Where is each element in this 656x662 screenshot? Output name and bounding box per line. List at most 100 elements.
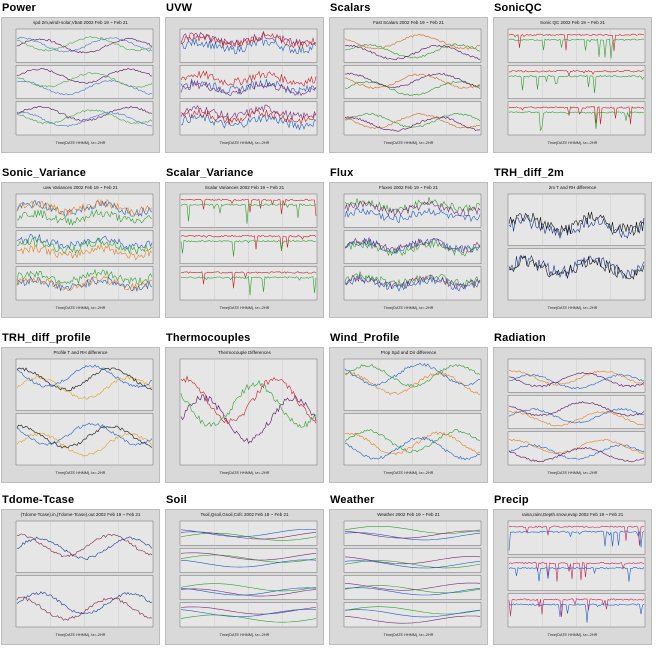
thumbnail-thermocouples[interactable]: Thermocouples Thermocouple Differences Tim…	[164, 332, 326, 496]
series-line	[16, 432, 153, 457]
plot-title: Fast Scalars 2002 Feb 19 ~ Feb 21	[373, 20, 444, 25]
thumbnail-precip[interactable]: Precip raina,rainr,Depth.snow,evap 2002 F…	[492, 494, 654, 658]
thumbnail-title[interactable]: SonicQC	[494, 2, 542, 14]
series-line	[180, 108, 317, 126]
thumbnail-uvw[interactable]: UVW Time(DATE HHMM), tz=-2HR	[164, 2, 326, 166]
series-line	[508, 525, 645, 546]
plot-image[interactable]: Profile T and RH difference Time(DATE HHM…	[1, 347, 160, 483]
axis-footer: Time(DATE HHMM), tz=-2HR	[219, 471, 270, 475]
thumbnail-sonicqc[interactable]: SonicQC Sonic QC 2002 Feb 19 ~ Feb 21 Time…	[492, 2, 654, 166]
plot-title: Scalar Variances 2002 Feb 19 ~ Feb 21	[204, 185, 285, 190]
thumbnail-tdome_tcase[interactable]: Tdome-Tcase (Tdome-Tcase).in,(Tdome-Tcase…	[0, 494, 162, 658]
axis-footer: Time(DATE HHMM), tz=-2HR	[383, 306, 434, 310]
plot-image[interactable]: Thermocouple Differences Time(DATE HHMM),…	[165, 347, 324, 483]
thumbnail-trh_diff_profile[interactable]: TRH_diff_profile Profile T and RH differe…	[0, 332, 162, 496]
series-line	[180, 104, 317, 122]
thumbnail-wind_profile[interactable]: Wind_Profile Prop Spd and Dir difference T…	[328, 332, 490, 496]
plot-image[interactable]: Time(DATE HHMM), tz=-2HR	[493, 347, 652, 483]
plot-title: raina,rainr,Depth.snow,evap 2002 Feb 19 …	[521, 512, 624, 517]
thumbnail-title[interactable]: TRH_diff_profile	[2, 332, 91, 344]
plot-image[interactable]: Time(DATE HHMM), tz=-2HR	[165, 17, 324, 153]
plot-image[interactable]: spd 2m,wind+solar,Vbatt 2002 Feb 19 ~ Fe…	[1, 17, 160, 153]
thumbnail-title[interactable]: Wind_Profile	[330, 332, 400, 344]
axis-footer: Time(DATE HHMM), tz=-2HR	[55, 141, 106, 145]
series-line	[180, 31, 317, 50]
thumbnail-title[interactable]: Scalar_Variance	[166, 167, 254, 179]
series-line	[180, 529, 317, 538]
thumbnail-soil[interactable]: Soil Tsoil,Qsoil,Gsoil,Csfc 2002 Feb 19 ~…	[164, 494, 326, 658]
series-line	[16, 209, 153, 226]
plot-title: uvw Variances 2002 Feb 19 ~ Feb 21	[43, 185, 118, 190]
series-line	[16, 275, 153, 291]
series-line	[16, 109, 153, 125]
thumbnail-title[interactable]: Flux	[330, 167, 354, 179]
thumbnail-weather[interactable]: Weather Weather 2002 Feb 19 ~ Feb 21 Time(…	[328, 494, 490, 658]
series-line	[508, 561, 645, 582]
thumbnail-title[interactable]: Precip	[494, 494, 529, 506]
thumbnail-title[interactable]: Power	[2, 2, 37, 14]
plot-panels	[15, 193, 154, 301]
plot-image[interactable]: Sonic QC 2002 Feb 19 ~ Feb 21 Time(DATE H…	[493, 17, 652, 153]
series-line	[180, 70, 317, 87]
series-line	[344, 271, 481, 288]
series-line	[508, 566, 645, 582]
series-line	[508, 33, 645, 52]
series-line	[508, 211, 645, 236]
plot-image[interactable]: uvw Variances 2002 Feb 19 ~ Feb 21 Time(D…	[1, 182, 160, 318]
series-line	[180, 532, 317, 541]
series-line	[344, 530, 481, 539]
series-line	[508, 106, 645, 125]
axis-footer: Time(DATE HHMM), tz=-2HR	[383, 633, 434, 637]
series-line	[16, 364, 153, 389]
thumbnail-title[interactable]: UVW	[166, 2, 193, 14]
plot-image[interactable]: Weather 2002 Feb 19 ~ Feb 21 Time(DATE HH…	[329, 509, 488, 645]
plot-image[interactable]: Prop Spd and Dir difference Time(DATE HHM…	[329, 347, 488, 483]
plot-image[interactable]: Fast Scalars 2002 Feb 19 ~ Feb 21 Time(DA…	[329, 17, 488, 153]
thumbnail-title[interactable]: Soil	[166, 494, 187, 506]
thumbnail-title[interactable]: TRH_diff_2m	[494, 167, 565, 179]
thumbnail-power[interactable]: Power spd 2m,wind+solar,Vbatt 2002 Feb 19…	[0, 2, 162, 166]
thumbnail-title[interactable]: Scalars	[330, 2, 371, 14]
series-line	[180, 552, 317, 561]
thumbnail-title[interactable]: Radiation	[494, 332, 546, 344]
plot-image[interactable]: Fluxes 2002 Feb 19 ~ Feb 21 Time(DATE HHM…	[329, 182, 488, 318]
thumbnail-radiation[interactable]: Radiation Time(DATE HHMM), tz=-2HR	[492, 332, 654, 496]
thumbnail-trh_diff_2m[interactable]: TRH_diff_2m 2m T and RH difference Time(DA…	[492, 167, 654, 331]
plot-image[interactable]: 2m T and RH difference Time(DATE HHMM), t…	[493, 182, 652, 318]
series-line	[16, 67, 153, 84]
thumbnail-title[interactable]: Tdome-Tcase	[2, 494, 75, 506]
plot-image[interactable]: Tsoil,Qsoil,Gsoil,Csfc 2002 Feb 19 ~ Feb…	[165, 509, 324, 645]
series-line	[180, 38, 317, 55]
axis-footer: Time(DATE HHMM), tz=-2HR	[547, 633, 598, 637]
thumbnail-scalars[interactable]: Scalars Fast Scalars 2002 Feb 19 ~ Feb 21…	[328, 2, 490, 166]
series-line	[508, 70, 645, 77]
plot-image[interactable]: Scalar Variances 2002 Feb 19 ~ Feb 21 Tim…	[165, 182, 324, 318]
plot-image[interactable]: (Tdome-Tcase).in,(Tdome-Tcase).out 2002 …	[1, 509, 160, 645]
series-line	[180, 271, 317, 289]
series-line	[508, 407, 645, 424]
series-line	[509, 410, 644, 427]
series-line	[180, 609, 317, 618]
series-line	[344, 116, 480, 132]
series-line	[508, 111, 645, 131]
thumbnail-title[interactable]: Weather	[330, 494, 375, 506]
plot-panels	[343, 520, 482, 628]
series-line	[180, 375, 317, 425]
series-line	[344, 362, 481, 387]
plot-image[interactable]: raina,rainr,Depth.snow,evap 2002 Feb 19 …	[493, 509, 652, 645]
plot-panels	[507, 520, 646, 628]
thumbnail-scalar_variance[interactable]: Scalar_Variance Scalar Variances 2002 Feb…	[164, 167, 326, 331]
series-line	[16, 367, 153, 391]
series-line	[344, 236, 481, 254]
plot-title: Sonic QC 2002 Feb 19 ~ Feb 21	[540, 20, 605, 25]
series-line	[344, 436, 481, 461]
thumbnail-title[interactable]: Sonic_Variance	[2, 167, 87, 179]
axis-footer: Time(DATE HHMM), tz=-2HR	[219, 141, 270, 145]
series-line	[180, 79, 317, 97]
series-line	[344, 273, 481, 290]
series-line	[508, 603, 645, 623]
thumbnail-flux[interactable]: Flux Fluxes 2002 Feb 19 ~ Feb 21 Time(DATE…	[328, 167, 490, 331]
thumbnail-title[interactable]: Thermocouples	[166, 332, 251, 344]
